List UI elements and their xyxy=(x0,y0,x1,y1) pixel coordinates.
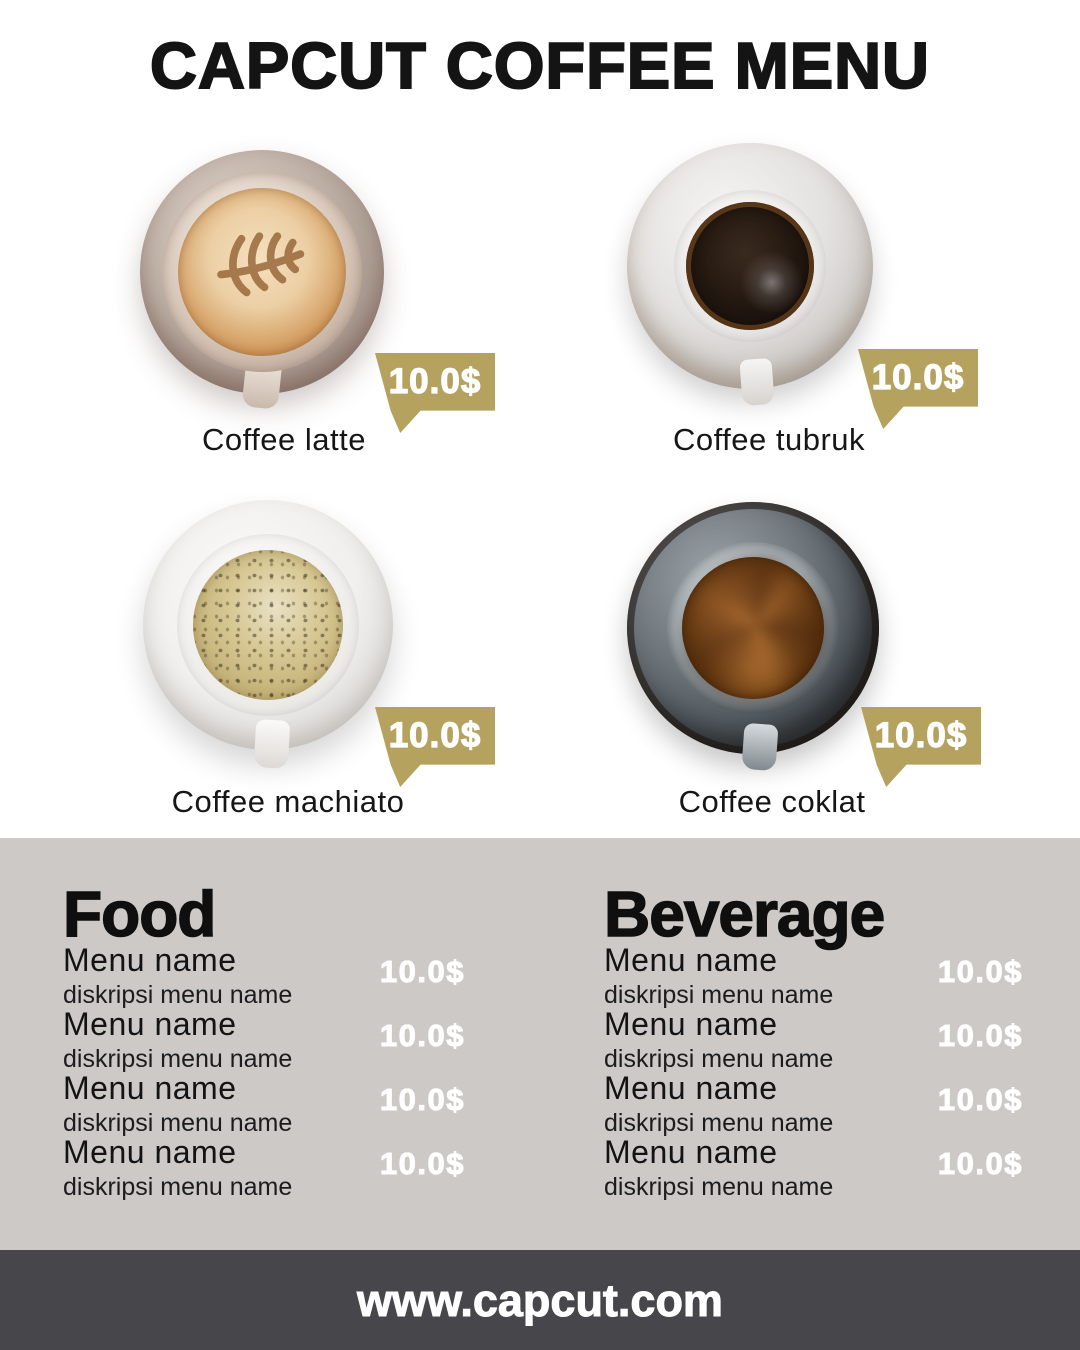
menu-item-price: 10.0$ xyxy=(379,1082,465,1117)
menu-item-price: 10.0$ xyxy=(379,1146,465,1181)
menu-item-description: diskripsi menu name xyxy=(604,980,834,1009)
coffee-latte-photo xyxy=(140,150,384,410)
menu-item-price: 10.0$ xyxy=(937,1146,1023,1181)
price-text: 10.0$ xyxy=(388,361,482,401)
menu-item-name: Menu name xyxy=(604,1070,778,1106)
menu-item-price: 10.0$ xyxy=(937,1082,1023,1117)
coffee-coklat-photo xyxy=(627,502,879,772)
menu-item-description: diskripsi menu name xyxy=(63,980,293,1009)
menu-row: Menu name diskripsi menu name 10.0$ xyxy=(63,1006,465,1073)
beverage-section: Beverage Menu name diskripsi menu name 1… xyxy=(603,838,1023,1250)
menu-item-price: 10.0$ xyxy=(937,1018,1023,1053)
coffee-tubruk-label: Coffee tubruk xyxy=(672,422,866,457)
price-text: 10.0$ xyxy=(388,715,482,755)
menu-row: Menu name diskripsi menu name 10.0$ xyxy=(604,1006,1023,1073)
menu-item-price: 10.0$ xyxy=(379,1018,465,1053)
footer-website-url: www.capcut.com xyxy=(357,1274,724,1326)
menu-row: Menu name diskripsi menu name 10.0$ xyxy=(604,1070,1023,1137)
coffee-machiato-label: Coffee machiato xyxy=(171,784,405,819)
menu-row: Menu name diskripsi menu name 10.0$ xyxy=(63,1134,465,1201)
price-tag-coklat: 10.0$ xyxy=(861,707,981,787)
coffee-latte-label: Coffee latte xyxy=(202,422,366,457)
price-tag-tubruk: 10.0$ xyxy=(858,349,978,429)
menu-item-name: Menu name xyxy=(63,1070,237,1106)
menu-item-name: Menu name xyxy=(63,1134,237,1170)
menu-item-price: 10.0$ xyxy=(937,954,1023,989)
cup-handle xyxy=(741,722,779,772)
menu-item-name: Menu name xyxy=(604,942,778,978)
menu-row: Menu name diskripsi menu name 10.0$ xyxy=(63,942,465,1009)
menu-item-price: 10.0$ xyxy=(379,954,465,989)
menu-item-name: Menu name xyxy=(63,942,237,978)
food-heading: Food xyxy=(62,878,217,950)
menu-item-description: diskripsi menu name xyxy=(604,1172,834,1201)
cup-handle xyxy=(739,357,775,407)
price-text: 10.0$ xyxy=(871,357,965,397)
footer-bar: www.capcut.com xyxy=(0,1250,1080,1350)
coffee-surface xyxy=(178,188,346,356)
coffee-tubruk-photo xyxy=(627,143,873,407)
coffee-surface xyxy=(193,550,343,700)
menu-item-description: diskripsi menu name xyxy=(604,1108,834,1137)
menu-item-name: Menu name xyxy=(604,1006,778,1042)
page-title: CAPCUT COFFEE MENU xyxy=(149,29,930,102)
coffee-reflection xyxy=(686,202,814,330)
coffee-surface xyxy=(686,202,814,330)
cup-handle xyxy=(253,719,291,769)
menu-item-name: Menu name xyxy=(604,1134,778,1170)
latte-art xyxy=(217,232,305,297)
menu-row: Menu name diskripsi menu name 10.0$ xyxy=(604,942,1023,1009)
menu-row: Menu name diskripsi menu name 10.0$ xyxy=(63,1070,465,1137)
menu-row: Menu name diskripsi menu name 10.0$ xyxy=(604,1134,1023,1201)
menu-item-description: diskripsi menu name xyxy=(63,1172,293,1201)
menu-item-description: diskripsi menu name xyxy=(63,1044,293,1073)
menu-item-name: Menu name xyxy=(63,1006,237,1042)
coffee-machiato-photo xyxy=(143,500,393,769)
coffee-coklat-label: Coffee coklat xyxy=(678,784,866,819)
foam-swirl xyxy=(682,557,824,699)
price-text: 10.0$ xyxy=(874,715,968,755)
price-tag-machiato: 10.0$ xyxy=(375,707,495,787)
menu-panel: Food Menu name diskripsi menu name 10.0$… xyxy=(0,838,1080,1250)
crema-speckles xyxy=(193,550,343,700)
beverage-heading: Beverage xyxy=(603,878,886,950)
menu-item-description: diskripsi menu name xyxy=(604,1044,834,1073)
food-section: Food Menu name diskripsi menu name 10.0$… xyxy=(62,838,465,1250)
menu-item-description: diskripsi menu name xyxy=(63,1108,293,1137)
